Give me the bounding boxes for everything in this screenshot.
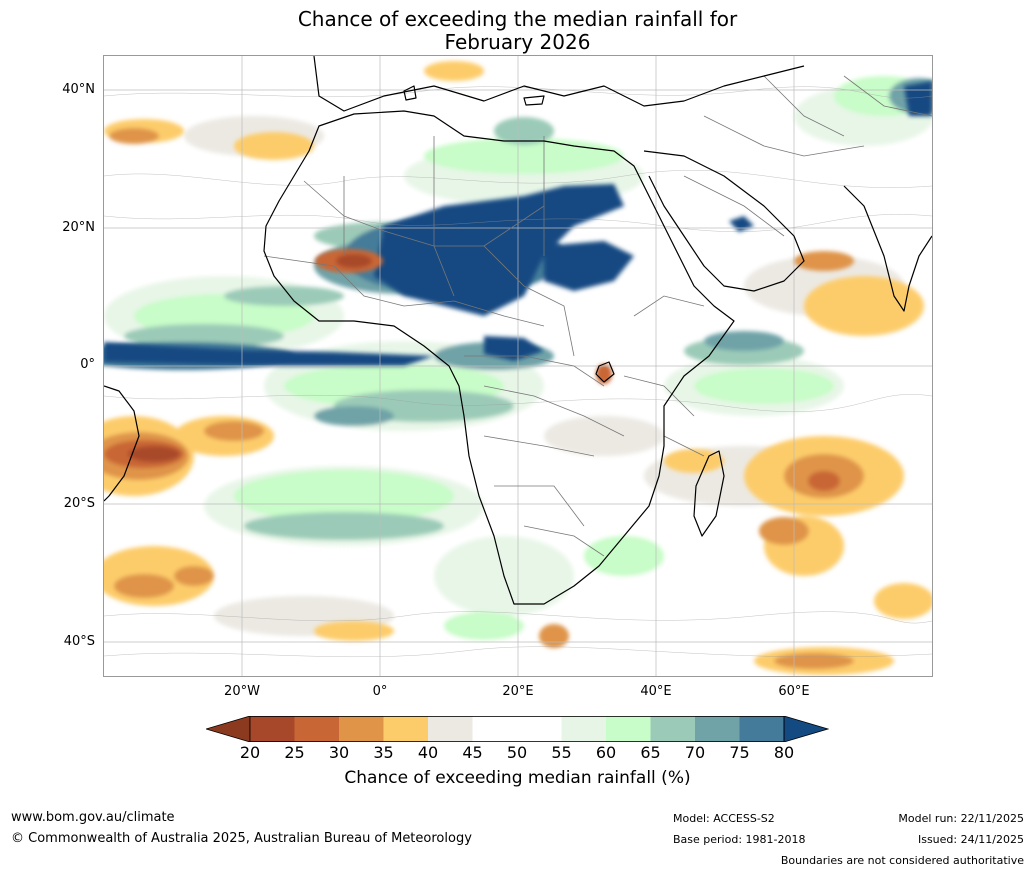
coastlines (104, 56, 932, 605)
lat-label-20s: 20°S (63, 496, 95, 511)
graticule (104, 56, 932, 676)
lat-label-40n: 40°N (62, 82, 95, 97)
colorbar-frame (249, 716, 785, 743)
colorbar (204, 715, 830, 746)
title-line-1: Chance of exceeding the median rainfall … (297, 7, 738, 31)
website-link[interactable]: www.bom.gov.au/climate (11, 810, 175, 825)
colorbar-tick-30: 30 (328, 743, 350, 762)
country-boundaries (263, 75, 932, 557)
model-name: Model: ACCESS-S2 (673, 812, 775, 825)
madagascar-coastline (693, 450, 725, 537)
lat-label-0: 0° (80, 357, 95, 372)
lon-label-20w: 20°W (224, 684, 260, 699)
colorbar-tick-75: 75 (729, 743, 750, 762)
swatch-20-25 (250, 716, 295, 742)
swatch-65-70 (650, 716, 695, 742)
swatch-40-45 (428, 716, 473, 742)
colorbar-label: Chance of exceeding median rainfall (%) (344, 768, 691, 788)
swatch-50-55 (517, 716, 562, 742)
swatch-70-75 (695, 716, 740, 742)
title-line-2: February 2026 (444, 30, 591, 54)
lat-label-20n: 20°N (62, 220, 95, 235)
colorbar-tick-80: 80 (773, 743, 795, 762)
lon-label-60e: 60°E (778, 684, 810, 699)
very-wet-regions (104, 81, 932, 366)
swatch-75-80 (739, 716, 784, 742)
swatch-above-80 (783, 715, 830, 743)
colorbar-tick-50: 50 (506, 743, 528, 762)
colorbar-tick-35: 35 (373, 743, 394, 762)
europe-coastline (313, 56, 805, 112)
arabia-coastline (643, 150, 805, 292)
colorbar-tick-25: 25 (284, 743, 305, 762)
swatch-35-40 (383, 716, 428, 742)
swatch-below-20 (204, 715, 251, 743)
swatch-25-30 (294, 716, 339, 742)
lake-victoria (595, 361, 615, 383)
colorbar-tick-65: 65 (640, 743, 661, 762)
lon-label-0: 0° (372, 684, 388, 699)
swatch-60-65 (606, 716, 651, 742)
copyright-text: © Commonwealth of Australia 2025, Austra… (11, 831, 472, 846)
india-coastline (843, 185, 932, 312)
issued-date: Issued: 24/11/2025 (917, 833, 1024, 846)
boundaries-disclaimer: Boundaries are not considered authoritat… (780, 854, 1024, 867)
colorbar-tick-55: 55 (551, 743, 572, 762)
contour-lines (104, 86, 932, 658)
africa-coastline (263, 110, 735, 605)
swatch-45-50 (472, 716, 517, 742)
base-period: Base period: 1981-2018 (673, 833, 806, 846)
lon-label-40e: 40°E (640, 684, 672, 699)
colorbar-tick-70: 70 (684, 743, 706, 762)
mediterranean-islands (403, 85, 545, 106)
lon-label-20e: 20°E (502, 684, 534, 699)
colorbar-tick-20: 20 (239, 743, 261, 762)
colorbar-tick-60: 60 (595, 743, 617, 762)
colorbar-swatches (204, 715, 830, 743)
swatch-30-35 (339, 716, 384, 742)
model-run-date: Model run: 22/11/2025 (898, 812, 1024, 825)
map-canvas (104, 56, 932, 676)
chart-title: Chance of exceeding the median rainfall … (0, 8, 1035, 54)
south-america-coastline (104, 385, 140, 502)
colorbar-tick-45: 45 (462, 743, 483, 762)
swatch-55-60 (561, 716, 606, 742)
rainfall-probability-map (103, 55, 933, 677)
colorbar-tick-40: 40 (417, 743, 439, 762)
lat-label-40s: 40°S (63, 634, 95, 649)
